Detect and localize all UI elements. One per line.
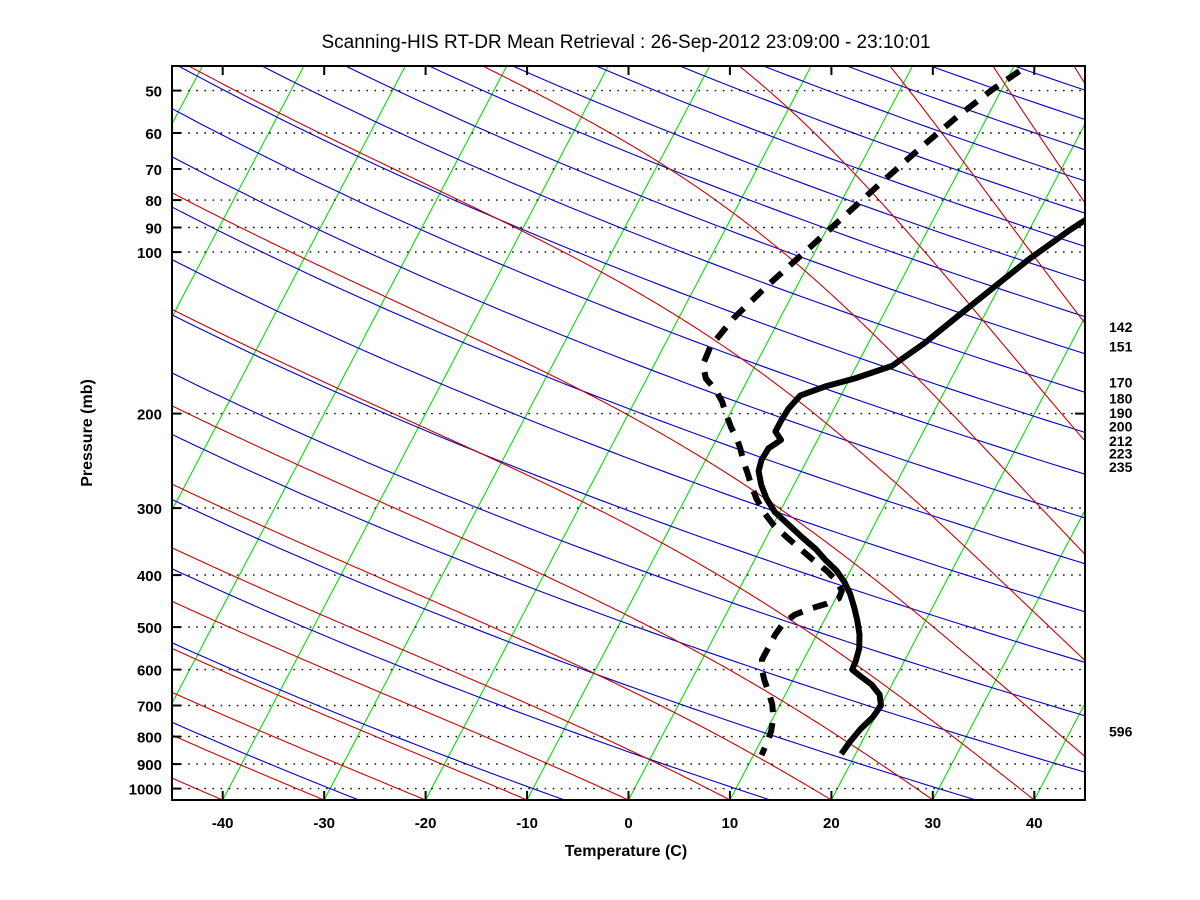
y-tick-label: 60 bbox=[145, 126, 162, 143]
y-tick-label: 90 bbox=[145, 221, 162, 238]
dry-adiabat-line bbox=[261, 66, 1085, 393]
y-axis-label: Pressure (mb) bbox=[79, 379, 96, 487]
y-tick-label: 100 bbox=[137, 245, 162, 262]
isotherm-line bbox=[526, 66, 913, 800]
dry-adiabat-line bbox=[172, 156, 1085, 519]
y-tick-label: 200 bbox=[137, 407, 162, 424]
moist-adiabat-line bbox=[172, 405, 934, 800]
right-axis-label: 235 bbox=[1109, 459, 1133, 475]
y-tick-label: 500 bbox=[137, 620, 162, 637]
moist-adiabat-line bbox=[738, 66, 1085, 442]
dry-adiabat-line bbox=[172, 642, 565, 800]
right-axis-label: 200 bbox=[1109, 419, 1133, 435]
y-tick-label: 700 bbox=[137, 699, 162, 716]
y-tick-label: 70 bbox=[145, 162, 162, 179]
right-axis-label: 180 bbox=[1109, 391, 1133, 407]
right-axis-label: 223 bbox=[1109, 446, 1133, 462]
dry-adiabat-line bbox=[345, 66, 1085, 355]
right-axis-label: 212 bbox=[1109, 433, 1133, 449]
dry-adiabat-line bbox=[428, 66, 1085, 318]
moist-adiabat-line bbox=[172, 600, 629, 800]
x-tick-label: -40 bbox=[212, 815, 234, 832]
y-tick-label: 1000 bbox=[129, 782, 162, 799]
dry-adiabat-line bbox=[679, 66, 1085, 214]
isotherm-line bbox=[729, 122, 1085, 800]
moist-adiabat-line bbox=[889, 66, 1085, 325]
right-axis-label: 596 bbox=[1109, 724, 1133, 740]
right-axis-label: 142 bbox=[1109, 319, 1133, 335]
y-axis-tick-labels: 50 60 70 80 90 100 200 300 400 500 600 700 800 900 100… bbox=[129, 84, 162, 799]
dry-adiabat-line bbox=[172, 568, 771, 800]
dry-adiabat-line bbox=[172, 372, 1085, 717]
sounding-profiles bbox=[700, 68, 1085, 757]
y-tick-label: 800 bbox=[137, 730, 162, 747]
isotherm-line bbox=[628, 66, 1015, 800]
isotherm-line bbox=[172, 66, 406, 512]
y-tick-label: 600 bbox=[137, 663, 162, 680]
x-tick-label: 0 bbox=[624, 815, 632, 832]
x-axis-label: Temperature (C) bbox=[565, 843, 687, 860]
dry-adiabat-line bbox=[172, 433, 1085, 773]
x-tick-label: 30 bbox=[924, 815, 941, 832]
dry-adiabat-line bbox=[596, 66, 1085, 248]
dry-adiabat-line bbox=[930, 66, 1085, 121]
isotherm-line bbox=[830, 315, 1085, 800]
moist-adiabat-line bbox=[188, 66, 1085, 662]
isotherm-line bbox=[172, 66, 508, 705]
moist-adiabat-line bbox=[482, 66, 1085, 556]
moist-adiabat-line bbox=[172, 192, 1085, 758]
x-tick-label: -10 bbox=[516, 815, 538, 832]
y-tick-label: 400 bbox=[137, 568, 162, 585]
isotherm-line bbox=[932, 509, 1085, 800]
isotherm-line bbox=[172, 66, 305, 319]
axis-ticks bbox=[172, 66, 1085, 800]
right-axis-label: 151 bbox=[1109, 338, 1133, 354]
x-tick-label: 20 bbox=[823, 815, 840, 832]
dry-adiabat-line bbox=[172, 314, 1085, 663]
moist-adiabat-line bbox=[172, 547, 731, 800]
dry-adiabat-line bbox=[172, 258, 1085, 613]
dry-adiabat-line bbox=[846, 66, 1085, 151]
dry-adiabat-line bbox=[763, 66, 1085, 182]
temperature-profile-line bbox=[755, 216, 1085, 756]
right-axis-label: 170 bbox=[1109, 375, 1133, 391]
isotherm-line bbox=[222, 66, 609, 800]
moist-adiabat-line bbox=[172, 647, 528, 800]
isotherm-line bbox=[425, 66, 812, 800]
moist-adiabat-line bbox=[172, 308, 1035, 800]
dry-adiabat-line bbox=[172, 498, 977, 800]
dry-adiabat-line bbox=[512, 66, 1085, 282]
chart-title: Scanning-HIS RT-DR Mean Retrieval : 26-S… bbox=[321, 32, 930, 53]
isotherm-line bbox=[323, 66, 711, 800]
moist-adiabat-line bbox=[172, 483, 832, 800]
y-tick-label: 300 bbox=[137, 501, 162, 518]
x-axis-tick-labels: -40 -30 -20 -10 0 10 20 30 40 bbox=[212, 815, 1043, 832]
x-tick-label: 40 bbox=[1026, 815, 1043, 832]
x-tick-label: 10 bbox=[722, 815, 739, 832]
x-tick-label: -30 bbox=[313, 815, 335, 832]
y-tick-label: 900 bbox=[137, 757, 162, 774]
y-tick-label: 80 bbox=[145, 193, 162, 210]
moist-adiabat-line bbox=[992, 66, 1085, 204]
dry-adiabat-line bbox=[172, 206, 1085, 565]
background-thermodynamic-lines bbox=[172, 66, 1085, 800]
right-axis-label: 190 bbox=[1109, 405, 1133, 421]
y-tick-label: 50 bbox=[145, 84, 162, 101]
dry-adiabat-line bbox=[178, 66, 1085, 433]
x-tick-label: -20 bbox=[415, 815, 437, 832]
